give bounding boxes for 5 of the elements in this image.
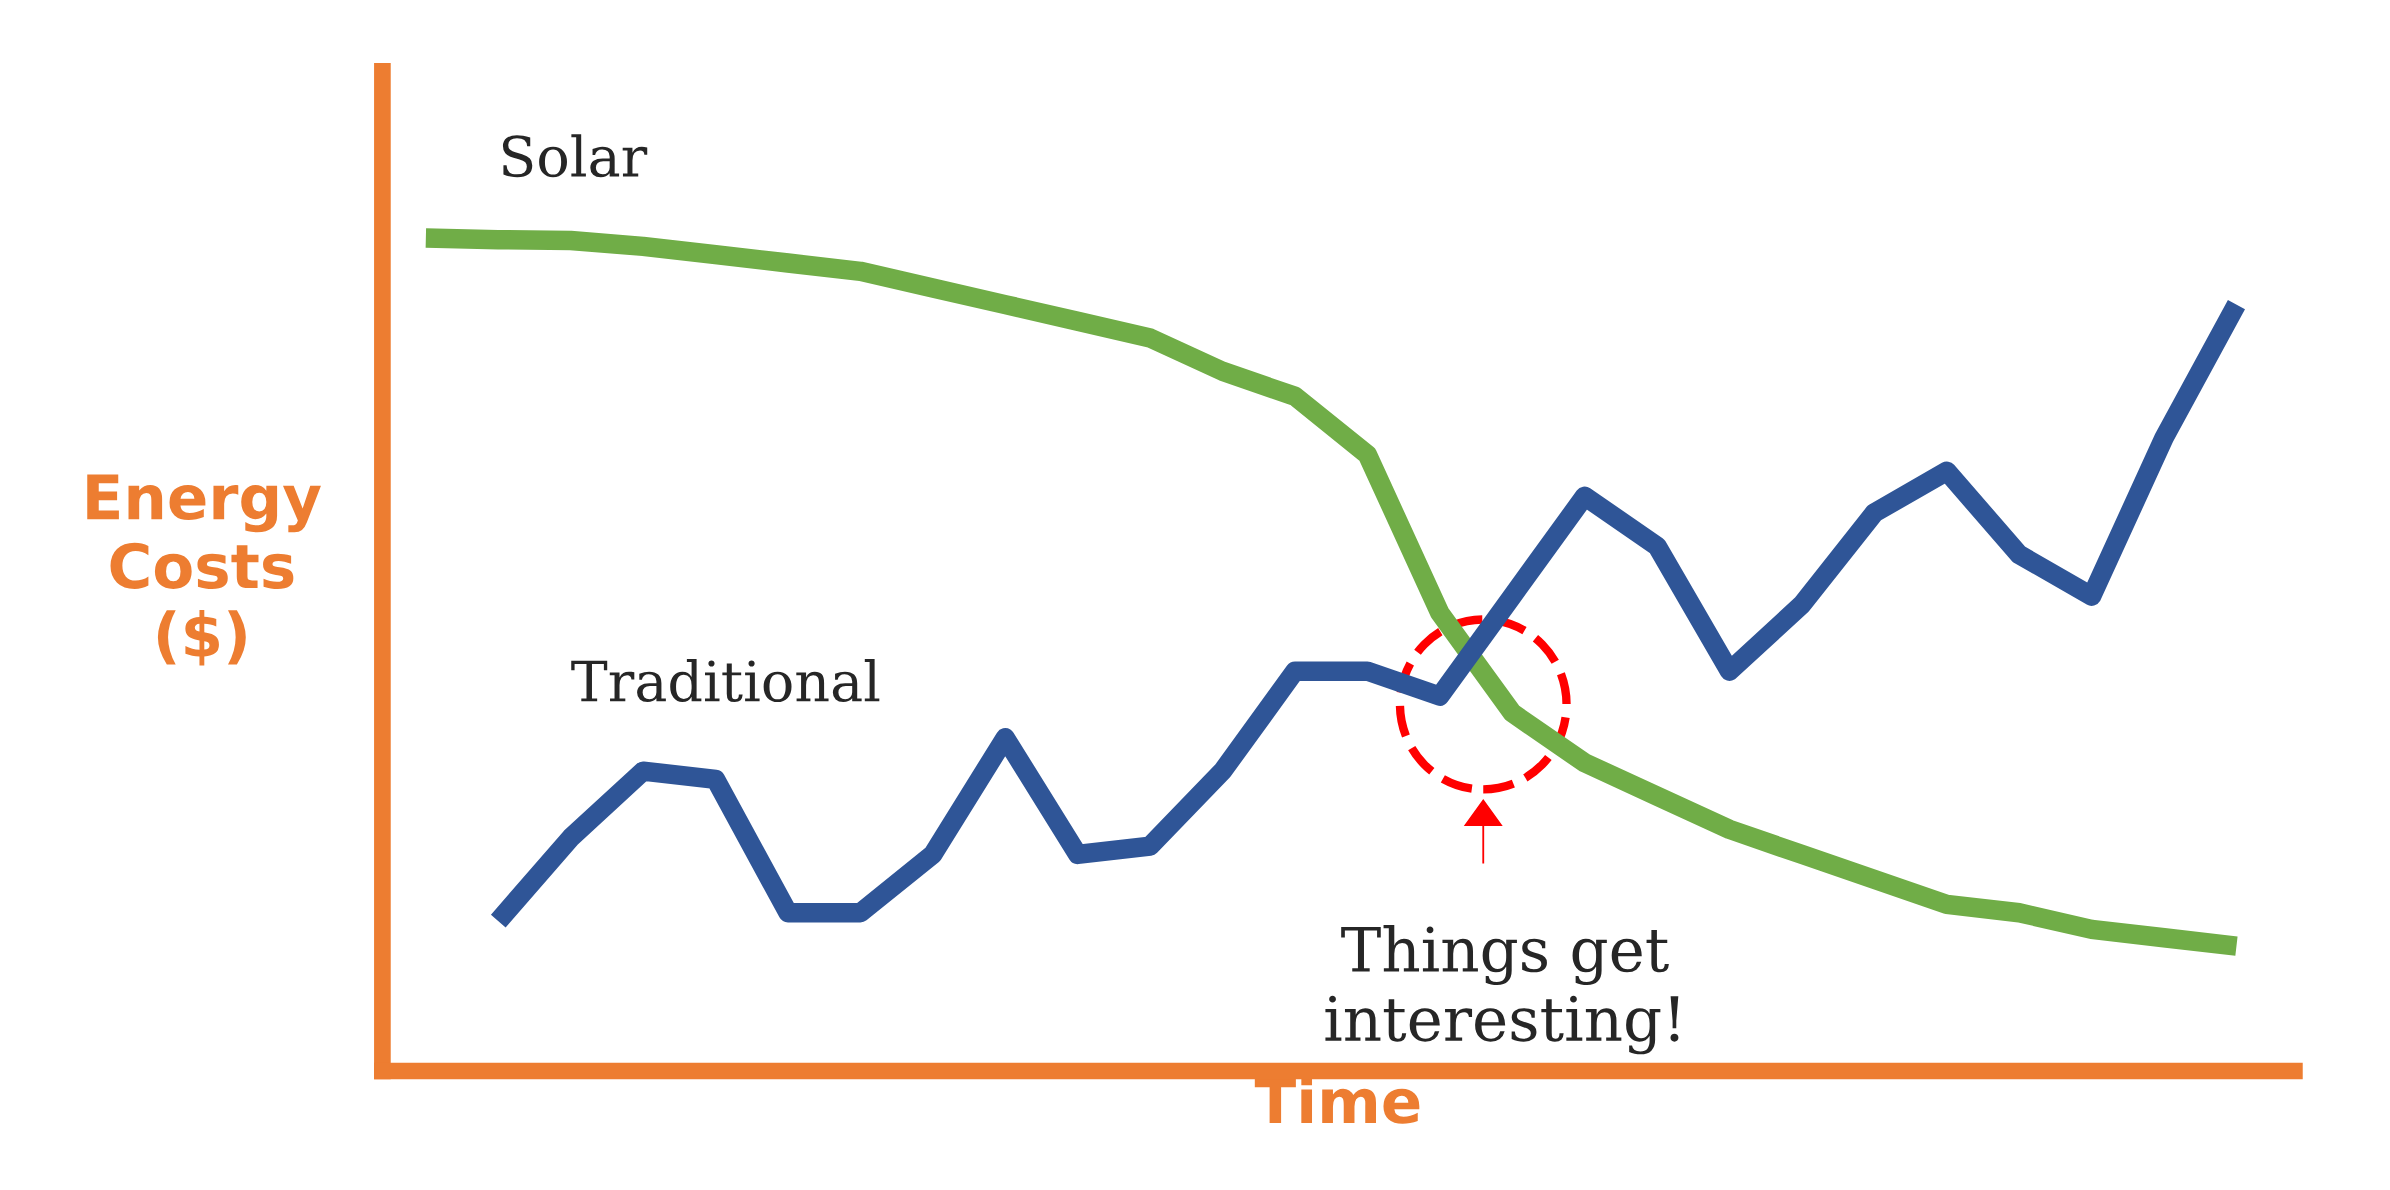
annotation: Things get interesting!	[1325, 925, 1679, 1055]
series-label: Solar	[502, 134, 648, 178]
series-label: Traditional	[571, 659, 880, 703]
y-axis-title: Energy Costs ($)	[87, 474, 321, 666]
x-axis-title: Time	[1254, 1076, 1420, 1124]
